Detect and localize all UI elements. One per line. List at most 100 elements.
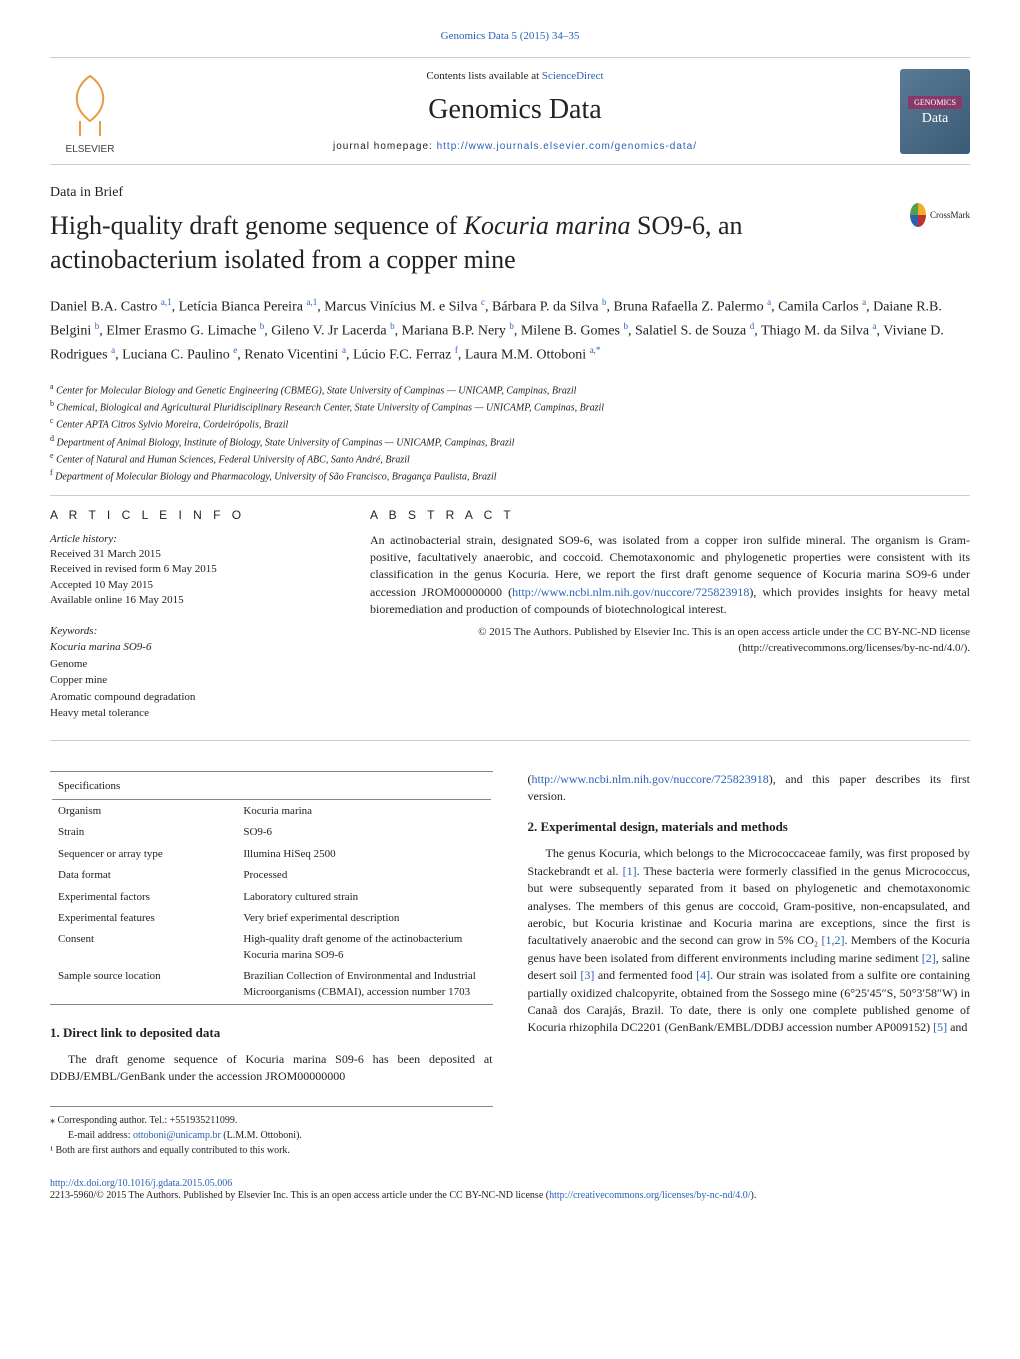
spec-key: Experimental factors	[52, 888, 235, 907]
spec-key: Consent	[52, 930, 235, 965]
keyword: Kocuria marina SO9-6	[50, 641, 151, 653]
spec-row: OrganismKocuria marina	[52, 802, 491, 821]
spec-header: Specifications	[52, 774, 491, 800]
doi-line: http://dx.doi.org/10.1016/j.gdata.2015.0…	[50, 1178, 970, 1189]
right-top-text: (http://www.ncbi.nlm.nih.gov/nuccore/725…	[528, 771, 971, 806]
section2-paragraph: The genus Kocuria, which belongs to the …	[528, 845, 971, 1036]
cc-link[interactable]: http://creativecommons.org/licenses/by-n…	[742, 642, 964, 654]
footnotes: ⁎ Corresponding author. Tel.: +551935211…	[50, 1106, 493, 1158]
spec-value: High-quality draft genome of the actinob…	[237, 930, 490, 965]
spec-key: Sequencer or array type	[52, 845, 235, 864]
keyword: Genome	[50, 658, 87, 670]
spec-row: Sample source locationBrazilian Collecti…	[52, 967, 491, 1002]
history-line: Available online 16 May 2015	[50, 594, 184, 606]
left-column: Specifications OrganismKocuria marinaStr…	[50, 771, 493, 1158]
ref-1[interactable]: [1]	[623, 864, 637, 878]
spec-row: Experimental factorsLaboratory cultured …	[52, 888, 491, 907]
genomics-data-badge: GENOMICS Data	[900, 69, 970, 154]
contents-prefix: Contents lists available at	[426, 70, 541, 82]
cc-link-bottom[interactable]: http://creativecommons.org/licenses/by-n…	[549, 1190, 750, 1201]
spec-row: Data formatProcessed	[52, 866, 491, 885]
spec-value: Very brief experimental description	[237, 909, 490, 928]
spec-row: Sequencer or array typeIllumina HiSeq 25…	[52, 845, 491, 864]
spec-value: Processed	[237, 866, 490, 885]
email-label: E-mail address:	[68, 1130, 133, 1141]
title-pre: High-quality draft genome sequence of	[50, 211, 464, 240]
affiliations-list: a Center for Molecular Biology and Genet…	[50, 381, 970, 496]
abstract-text: An actinobacterial strain, designated SO…	[370, 532, 970, 619]
svg-text:ELSEVIER: ELSEVIER	[66, 144, 115, 155]
spec-row: ConsentHigh-quality draft genome of the …	[52, 930, 491, 965]
corresponding-footnote: ⁎ Corresponding author. Tel.: +551935211…	[50, 1113, 493, 1128]
elsevier-logo: ELSEVIER	[50, 66, 130, 156]
affiliation: c Center APTA Citros Sylvio Moreira, Cor…	[50, 415, 970, 432]
homepage-link[interactable]: http://www.journals.elsevier.com/genomic…	[437, 141, 697, 152]
spec-key: Sample source location	[52, 967, 235, 1002]
license-line: 2213-5960/© 2015 The Authors. Published …	[50, 1189, 970, 1203]
crossmark-badge[interactable]: CrossMark	[910, 185, 970, 245]
doi-link[interactable]: http://dx.doi.org/10.1016/j.gdata.2015.0…	[50, 1178, 232, 1189]
affiliation: f Department of Molecular Biology and Ph…	[50, 467, 970, 484]
spec-key: Strain	[52, 823, 235, 842]
license-pre: 2213-5960/© 2015 The Authors. Published …	[50, 1190, 549, 1201]
spec-key: Organism	[52, 802, 235, 821]
abstract-column: A B S T R A C T An actinobacterial strai…	[370, 508, 970, 722]
abstract-label: A B S T R A C T	[370, 508, 970, 522]
article-title: High-quality draft genome sequence of Ko…	[50, 209, 910, 277]
badge-bottom: Data	[922, 111, 948, 127]
history-header: Article history:	[50, 533, 117, 545]
section2-heading: 2. Experimental design, materials and me…	[528, 819, 971, 835]
spec-row: StrainSO9-6	[52, 823, 491, 842]
spec-row: Experimental featuresVery brief experime…	[52, 909, 491, 928]
authors-list: Daniel B.A. Castro a,1, Letícia Bianca P…	[50, 295, 970, 367]
keyword: Copper mine	[50, 674, 107, 686]
spec-value: Kocuria marina	[237, 802, 490, 821]
keyword: Heavy metal tolerance	[50, 707, 149, 719]
history-line: Accepted 10 May 2015	[50, 579, 153, 591]
crossmark-label: CrossMark	[930, 210, 970, 220]
copyright-text: © 2015 The Authors. Published by Elsevie…	[478, 626, 970, 638]
ref-5[interactable]: [5]	[933, 1020, 947, 1034]
homepage-line: journal homepage: http://www.journals.el…	[130, 141, 900, 152]
ref-3[interactable]: [3]	[580, 968, 594, 982]
s2-end: and	[947, 1020, 967, 1034]
ref-4[interactable]: [4]	[696, 968, 710, 982]
copyright-line: © 2015 The Authors. Published by Elsevie…	[370, 625, 970, 657]
ref-2[interactable]: [2]	[922, 951, 936, 965]
header-bar: ELSEVIER Contents lists available at Sci…	[50, 57, 970, 165]
email-post: (L.M.M. Ottoboni).	[221, 1130, 302, 1141]
affiliation: e Center of Natural and Human Sciences, …	[50, 450, 970, 467]
spec-value: SO9-6	[237, 823, 490, 842]
equal-contrib-footnote: ¹ Both are first authors and equally con…	[50, 1143, 493, 1158]
article-info-label: A R T I C L E I N F O	[50, 508, 330, 522]
email-link[interactable]: ottoboni@unicamp.br	[133, 1130, 221, 1141]
affiliation: a Center for Molecular Biology and Genet…	[50, 381, 970, 398]
article-type: Data in Brief	[50, 185, 910, 201]
header-center: Contents lists available at ScienceDirec…	[130, 70, 900, 152]
history-line: Received 31 March 2015	[50, 548, 161, 560]
spec-value: Illumina HiSeq 2500	[237, 845, 490, 864]
right-column: (http://www.ncbi.nlm.nih.gov/nuccore/725…	[528, 771, 971, 1158]
spec-key: Experimental features	[52, 909, 235, 928]
ncbi-link[interactable]: http://www.ncbi.nlm.nih.gov/nuccore/7258…	[512, 585, 749, 599]
journal-reference: Genomics Data 5 (2015) 34–35	[50, 30, 970, 42]
section1-text: The draft genome sequence of Kocuria mar…	[50, 1051, 493, 1086]
homepage-prefix: journal homepage:	[333, 141, 437, 152]
affiliation: b Chemical, Biological and Agricultural …	[50, 398, 970, 415]
license-post: ).	[751, 1190, 757, 1201]
spec-value: Brazilian Collection of Environmental an…	[237, 967, 490, 1002]
specifications-table: Specifications OrganismKocuria marinaStr…	[50, 771, 493, 1005]
sciencedirect-link[interactable]: ScienceDirect	[542, 70, 604, 82]
ref-12[interactable]: [1,2]	[822, 933, 845, 947]
badge-top: GENOMICS	[908, 96, 962, 109]
affiliation: d Department of Animal Biology, Institut…	[50, 433, 970, 450]
title-species: Kocuria marina	[464, 211, 631, 240]
s2-m4: and fermented food	[594, 968, 696, 982]
section1-heading: 1. Direct link to deposited data	[50, 1025, 493, 1041]
spec-value: Laboratory cultured strain	[237, 888, 490, 907]
ncbi-link-2[interactable]: http://www.ncbi.nlm.nih.gov/nuccore/7258…	[532, 772, 769, 786]
keyword: Aromatic compound degradation	[50, 691, 195, 703]
history-line: Received in revised form 6 May 2015	[50, 563, 217, 575]
spec-key: Data format	[52, 866, 235, 885]
contents-line: Contents lists available at ScienceDirec…	[130, 70, 900, 82]
